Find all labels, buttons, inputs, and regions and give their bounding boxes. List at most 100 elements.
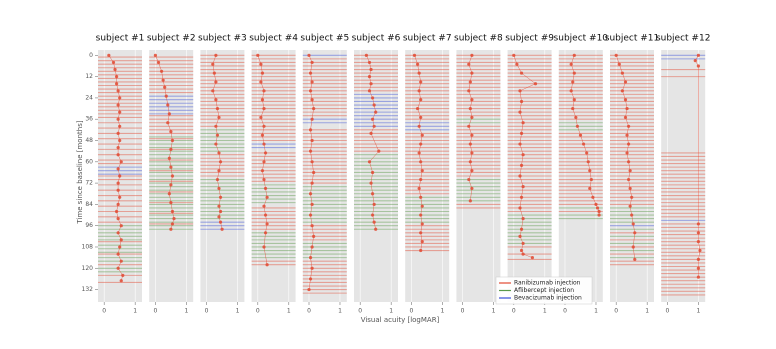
y-tick-label: 96 (85, 222, 93, 229)
acuity-point (633, 231, 637, 235)
acuity-point (572, 98, 576, 102)
acuity-point (218, 160, 223, 164)
acuity-point (696, 64, 700, 68)
acuity-point (571, 106, 575, 111)
acuity-point (308, 149, 313, 153)
acuity-point (696, 231, 700, 235)
acuity-point (265, 222, 269, 226)
acuity-point (119, 224, 123, 228)
acuity-point (585, 151, 589, 155)
acuity-point (628, 204, 632, 208)
acuity-point (260, 133, 265, 137)
acuity-point (119, 160, 123, 164)
acuity-point (262, 245, 266, 249)
acuity-point (118, 245, 122, 249)
acuity-point (164, 94, 168, 98)
acuity-point (262, 142, 266, 146)
acuity-point (217, 115, 221, 120)
acuity-point (519, 195, 524, 199)
acuity-point (372, 103, 376, 107)
panel-title: subject #11 (605, 34, 659, 44)
panel-title: subject #2 (147, 34, 196, 44)
acuity-point (215, 177, 220, 182)
acuity-point (369, 181, 373, 185)
x-tick-label: 0 (358, 308, 362, 315)
x-tick-label: 1 (236, 308, 240, 315)
acuity-point (169, 165, 173, 169)
acuity-point (581, 142, 586, 146)
x-tick-label: 1 (133, 308, 137, 315)
acuity-point (116, 252, 120, 256)
panel-title: subject #6 (352, 34, 401, 44)
y-tick-label: 24 (85, 94, 93, 101)
acuity-point (263, 151, 268, 155)
acuity-point (310, 245, 314, 249)
acuity-point (519, 99, 524, 104)
acuity-point (370, 170, 375, 175)
acuity-point (412, 53, 417, 57)
acuity-point (518, 110, 522, 114)
acuity-point (372, 124, 376, 128)
acuity-point (625, 133, 629, 137)
acuity-point (214, 53, 218, 57)
acuity-point (166, 103, 170, 107)
acuity-point (370, 213, 375, 217)
x-tick-label: 1 (287, 308, 291, 315)
x-tick-label: 0 (461, 308, 465, 315)
acuity-point (259, 80, 263, 84)
acuity-point (468, 106, 472, 111)
acuity-point (116, 153, 120, 157)
acuity-point (211, 89, 215, 93)
acuity-point (217, 186, 221, 191)
acuity-point (419, 80, 423, 84)
acuity-point (696, 266, 700, 270)
y-axis-label: Time since baseline [months] (76, 120, 84, 224)
acuity-point (521, 121, 525, 125)
acuity-point (369, 67, 373, 72)
x-tick-label: 1 (696, 308, 700, 315)
acuity-point (569, 62, 573, 66)
acuity-point (419, 213, 423, 217)
acuity-point (214, 142, 218, 146)
panel-title: subject #7 (403, 34, 452, 44)
acuity-line (212, 55, 223, 230)
acuity-point (169, 130, 173, 134)
x-tick-label: 1 (338, 308, 342, 315)
acuity-point (312, 234, 316, 238)
acuity-point (212, 71, 216, 75)
acuity-point (121, 273, 125, 277)
acuity-point (369, 82, 373, 86)
acuity-point (119, 279, 123, 283)
acuity-point (519, 71, 524, 75)
acuity-point (265, 195, 269, 199)
acuity-point (417, 89, 421, 93)
acuity-point (169, 201, 173, 205)
acuity-point (698, 248, 702, 253)
acuity-point (167, 192, 171, 196)
acuity-point (470, 133, 474, 137)
legend-label: Bevacizumab injection (514, 295, 582, 302)
acuity-point (519, 248, 524, 253)
acuity-point (259, 115, 263, 120)
acuity-point (597, 209, 601, 214)
acuity-point (620, 71, 624, 75)
acuity-point (170, 174, 175, 178)
acuity-point (310, 181, 314, 185)
acuity-point (217, 151, 221, 155)
acuity-point (172, 216, 176, 221)
x-axis-label: Visual acuity [logMAR] (361, 316, 440, 324)
acuity-point (370, 96, 375, 100)
acuity-point (169, 183, 173, 187)
acuity-point (521, 185, 525, 189)
acuity-point (118, 174, 122, 178)
acuity-point (617, 62, 621, 66)
panel-background (507, 50, 552, 302)
x-tick-label: 0 (153, 308, 157, 315)
acuity-point (419, 177, 423, 182)
x-tick-label: 0 (614, 308, 618, 315)
x-tick-label: 0 (256, 308, 260, 315)
acuity-line (155, 55, 175, 230)
acuity-point (116, 266, 120, 270)
acuity-point (467, 177, 471, 182)
acuity-point (370, 117, 375, 121)
